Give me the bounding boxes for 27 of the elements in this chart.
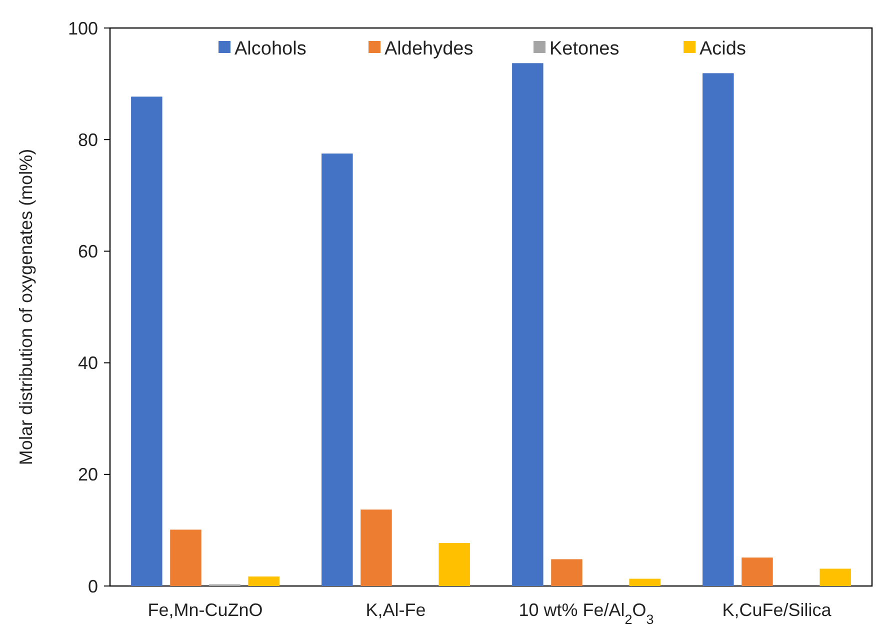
bar	[438, 543, 470, 586]
legend-label: Acids	[700, 38, 746, 60]
bar	[170, 530, 202, 586]
bar	[248, 576, 280, 586]
bar	[629, 578, 660, 586]
legend-label: Aldehydes	[384, 38, 474, 60]
legend-label: Ketones	[550, 38, 620, 60]
y-tick-label: 40	[78, 353, 98, 374]
bar	[512, 63, 544, 586]
x-tick-label: 10 wt% Fe/Al$_{2}$O$_{3}$	[518, 600, 654, 626]
y-tick-label: 0	[88, 576, 98, 596]
y-tick-label: 100	[68, 18, 98, 38]
bar	[742, 558, 773, 586]
bar	[131, 96, 162, 586]
bar	[322, 154, 353, 586]
x-tick-label: K,Al-Fe	[366, 600, 426, 620]
bar	[360, 510, 392, 586]
x-tick-label: Fe,Mn-CuZnO	[148, 600, 263, 620]
y-axis-title: Molar distribution of oxygenates (mol%)	[16, 148, 36, 466]
legend-label: Alcohols	[234, 38, 306, 60]
y-tick-label: 20	[78, 464, 98, 485]
y-tick-label: 60	[78, 242, 98, 262]
x-tick-label: K,CuFe/Silica	[722, 600, 832, 620]
bar	[702, 73, 734, 586]
bar	[820, 568, 851, 586]
bar	[551, 559, 582, 586]
y-tick-label: 80	[78, 130, 98, 150]
